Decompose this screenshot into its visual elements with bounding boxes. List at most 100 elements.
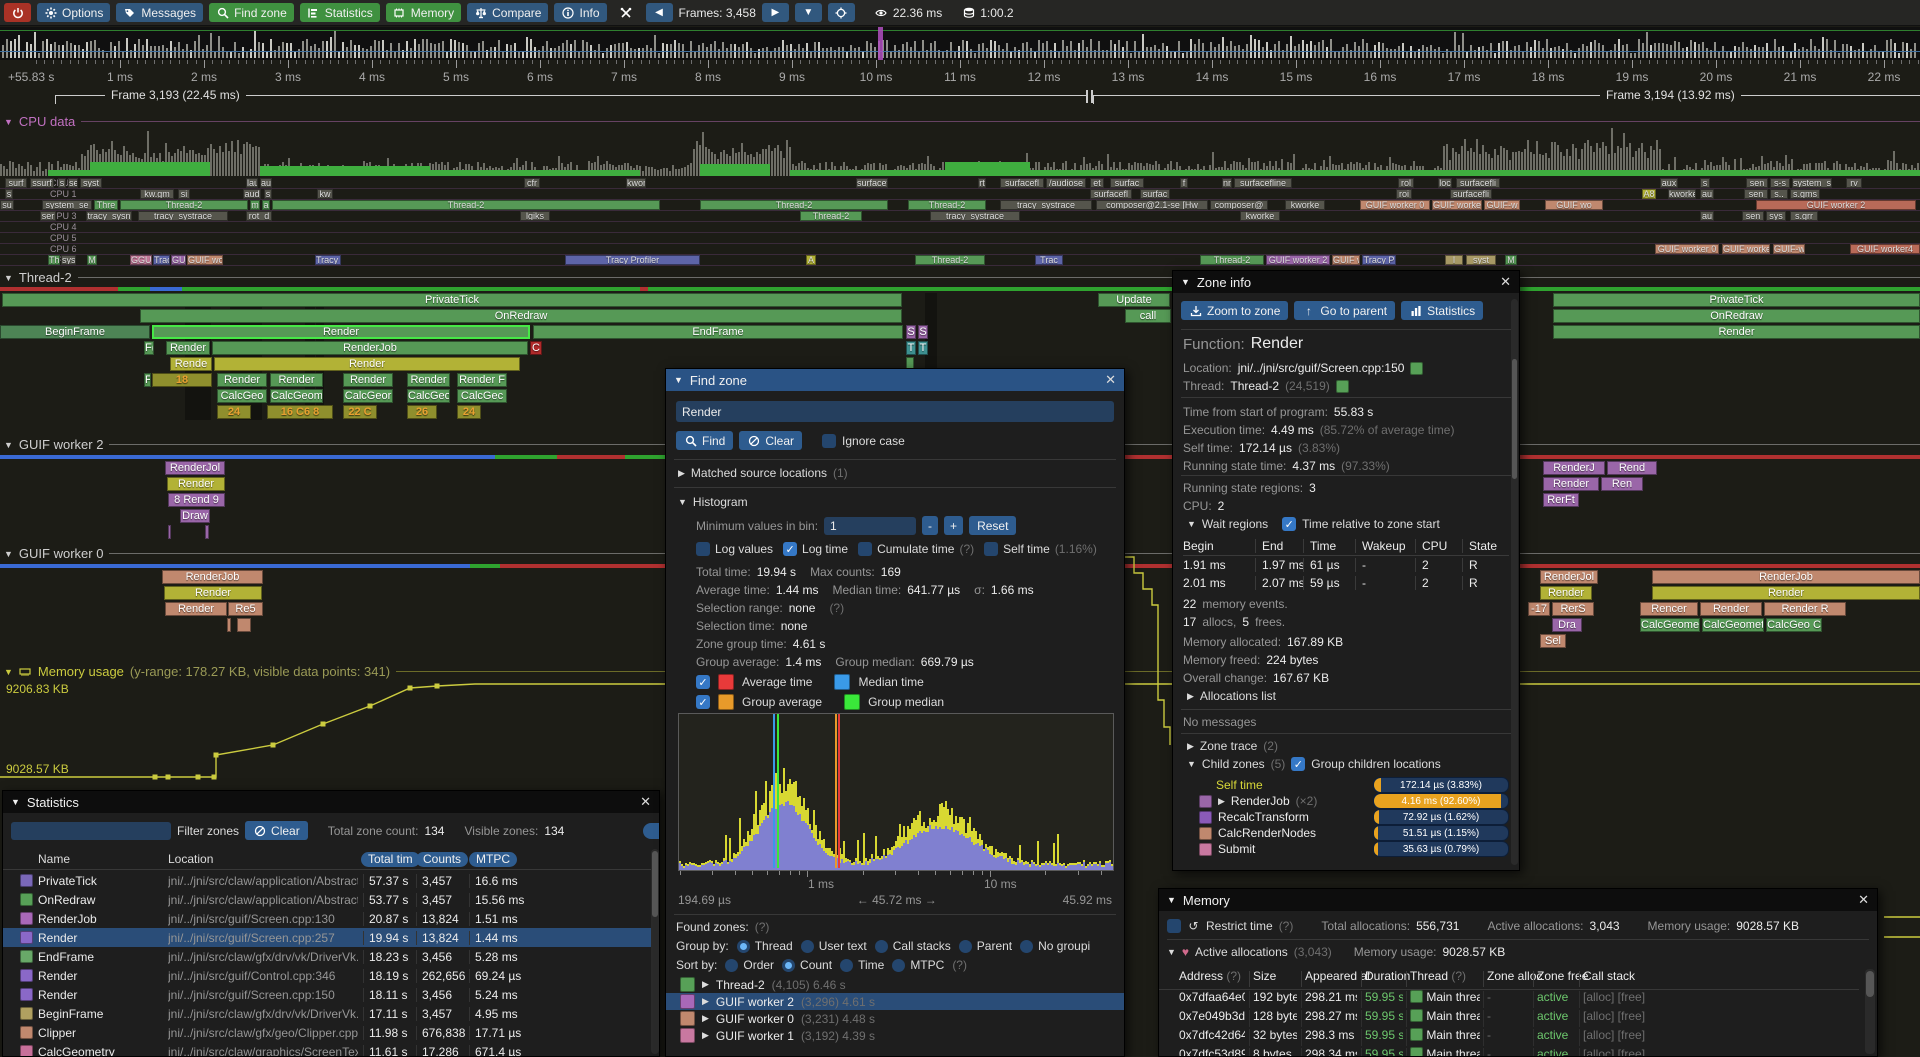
cpu-zone[interactable]: Tracy(: [153, 255, 170, 265]
cpu-zone[interactable]: Thread-2: [120, 200, 248, 210]
zone-trace-label[interactable]: Zone trace: [1199, 739, 1258, 753]
cpu-zone[interactable]: et: [1090, 178, 1104, 188]
cpu-zone[interactable]: s: [264, 189, 272, 199]
frames-histogram[interactable]: [0, 27, 1920, 60]
timeline-zone[interactable]: T: [918, 341, 928, 355]
increase-bin-button[interactable]: +: [944, 516, 964, 535]
cpu-zone[interactable]: surfacefli: [1450, 189, 1492, 199]
cpu-zone[interactable]: surfacefl: [1000, 178, 1044, 188]
child-zone-row[interactable]: RecalcTransform 72.92 µs (1.62%): [1173, 809, 1519, 825]
cpu-zone[interactable]: Thread-2: [272, 200, 660, 210]
timeline-zone[interactable]: Render: [1652, 586, 1920, 600]
cpu-zone[interactable]: GUIF wo: [1545, 200, 1603, 210]
timeline-zone[interactable]: 18: [152, 373, 212, 387]
timeline-zone[interactable]: Render: [214, 357, 520, 371]
frame-list-button[interactable]: ▼: [794, 3, 822, 22]
timeline-zone[interactable]: Re5: [228, 602, 263, 616]
cpu-zone[interactable]: s-s: [1770, 178, 1790, 188]
cpu-zone[interactable]: ssurf: [30, 178, 54, 188]
zone-search-input[interactable]: Render: [676, 401, 1114, 422]
go-to-parent-button[interactable]: ↑ Go to parent: [1294, 301, 1396, 320]
timeline-zone[interactable]: S: [918, 325, 928, 339]
found-zone-group[interactable]: ▶ GUIF worker 2 (3,296) 4.61 s: [666, 993, 1124, 1010]
options-button[interactable]: Options: [37, 3, 111, 22]
cpu-zone[interactable]: cfr: [524, 178, 540, 188]
thread-name[interactable]: Thread-2: [1230, 379, 1280, 393]
timeline-zone[interactable]: Sel: [1540, 634, 1566, 648]
statistics-row[interactable]: OnRedraw jni/../jni/src/claw/application/…: [3, 890, 651, 909]
statistics-row[interactable]: CalcGeometry jni/../jni/src/claw/graphics…: [3, 1042, 651, 1056]
cpu-zone[interactable]: s: [58, 178, 66, 188]
timeline-zone[interactable]: Render: [217, 373, 267, 387]
cpu-zone[interactable]: sen: [1742, 211, 1764, 221]
expand-caret-icon[interactable]: ▶: [678, 467, 685, 478]
clipped-button[interactable]: [643, 822, 659, 839]
statistics-button[interactable]: Statistics: [1401, 301, 1484, 320]
duration-histogram[interactable]: [678, 713, 1114, 871]
cpu-zone[interactable]: rol: [1398, 178, 1414, 188]
clear-button[interactable]: Clear: [739, 431, 803, 450]
timeline-zone[interactable]: [227, 618, 231, 632]
info-button[interactable]: Info: [554, 3, 607, 22]
find-button[interactable]: Find: [676, 431, 734, 450]
histogram-option-log-values[interactable]: Log values: [696, 542, 773, 556]
timeline-zone[interactable]: CalcGeo C: [1766, 618, 1822, 632]
cpu-zone[interactable]: GUIF worker 2: [1266, 255, 1330, 265]
decrease-bin-button[interactable]: -: [922, 516, 939, 535]
cpu-zone[interactable]: Thread-2: [915, 255, 985, 265]
group-by-parent[interactable]: Parent: [958, 939, 1012, 953]
cpu-zone[interactable]: Thread-2: [700, 200, 888, 210]
cpu-zone[interactable]: s: [5, 189, 13, 199]
timeline-zone[interactable]: 24: [457, 405, 481, 419]
timeline-zone[interactable]: RerFt: [1543, 493, 1579, 507]
cpu-zone[interactable]: I: [1445, 255, 1463, 265]
close-icon[interactable]: ✕: [640, 794, 651, 809]
memory-titlebar[interactable]: ▼ Memory ✕: [1159, 889, 1877, 911]
cpu-zone[interactable]: GUIF wor: [187, 255, 223, 265]
cpu-zone[interactable]: surfac: [1140, 189, 1170, 199]
timeline-zone[interactable]: S: [906, 325, 916, 339]
cpu-zone[interactable]: surfacef: [856, 178, 888, 188]
cpu-zone[interactable]: rot_d: [246, 211, 272, 221]
histogram-section-label[interactable]: Histogram: [692, 495, 748, 509]
child-zone-row[interactable]: Submit 35.63 µs (0.79%): [1173, 841, 1519, 857]
cpu-zone[interactable]: syst: [1466, 255, 1496, 265]
found-zone-group[interactable]: ▶ GUIF worker 1 (3,192) 4.39 s: [666, 1027, 1124, 1044]
cpu-zone[interactable]: tracy_sysn: [86, 211, 132, 221]
legend-row[interactable]: ✓ Group average Group median: [696, 692, 1116, 712]
timeline-zone[interactable]: Render: [343, 373, 393, 387]
timeline-zone[interactable]: Update: [1098, 293, 1170, 307]
collapse-caret-icon[interactable]: ▼: [1187, 519, 1196, 529]
timeline-zone[interactable]: CalcGeo: [217, 389, 267, 403]
cpu-zone[interactable]: system_se: [42, 200, 92, 210]
cpu-zone[interactable]: Thread-2: [1200, 255, 1264, 265]
cpu-zone[interactable]: GUIF worker 0: [1360, 200, 1430, 210]
messages-button[interactable]: Messages: [116, 3, 204, 22]
timeline-zone[interactable]: 24: [217, 405, 251, 419]
thread-header[interactable]: ▼ Thread-2: [4, 270, 1920, 285]
timeline-zone[interactable]: Render: [1540, 586, 1592, 600]
timeline-zone[interactable]: CalcGec: [457, 389, 507, 403]
timeline-zone[interactable]: Dra: [1552, 618, 1582, 632]
cpu-zone[interactable]: kworke: [1240, 211, 1280, 221]
cpu-zone[interactable]: /audiose: [1046, 178, 1086, 188]
col-header-location[interactable]: Location: [168, 852, 214, 866]
cpu-zone[interactable]: M: [1505, 255, 1517, 265]
zone-info-scrollbar[interactable]: [1511, 299, 1518, 865]
timeline-zone[interactable]: Render: [167, 477, 225, 491]
timeline-zone[interactable]: Render: [407, 373, 450, 387]
timeline-zone[interactable]: F(: [144, 341, 154, 355]
statistics-row[interactable]: Render jni/../jni/src/guif/Control.cpp:34…: [3, 966, 651, 985]
cpu-zone[interactable]: composer@: [1210, 200, 1268, 210]
collapse-caret-icon[interactable]: ▼: [1167, 947, 1176, 957]
cpu-zone[interactable]: sys: [1766, 211, 1786, 221]
goto-frame-button[interactable]: [827, 3, 855, 22]
allocations-list-label[interactable]: Allocations list: [1199, 689, 1276, 703]
cpu-zone[interactable]: tracy_systrace: [930, 211, 1020, 221]
cpu-zone[interactable]: composer@2.1-se [Hw: [1096, 200, 1208, 210]
timeline-zone[interactable]: CalcGeor: [343, 389, 393, 403]
cpu-zone[interactable]: nr: [1222, 178, 1232, 188]
cpu-zone[interactable]: loc: [1438, 178, 1452, 188]
